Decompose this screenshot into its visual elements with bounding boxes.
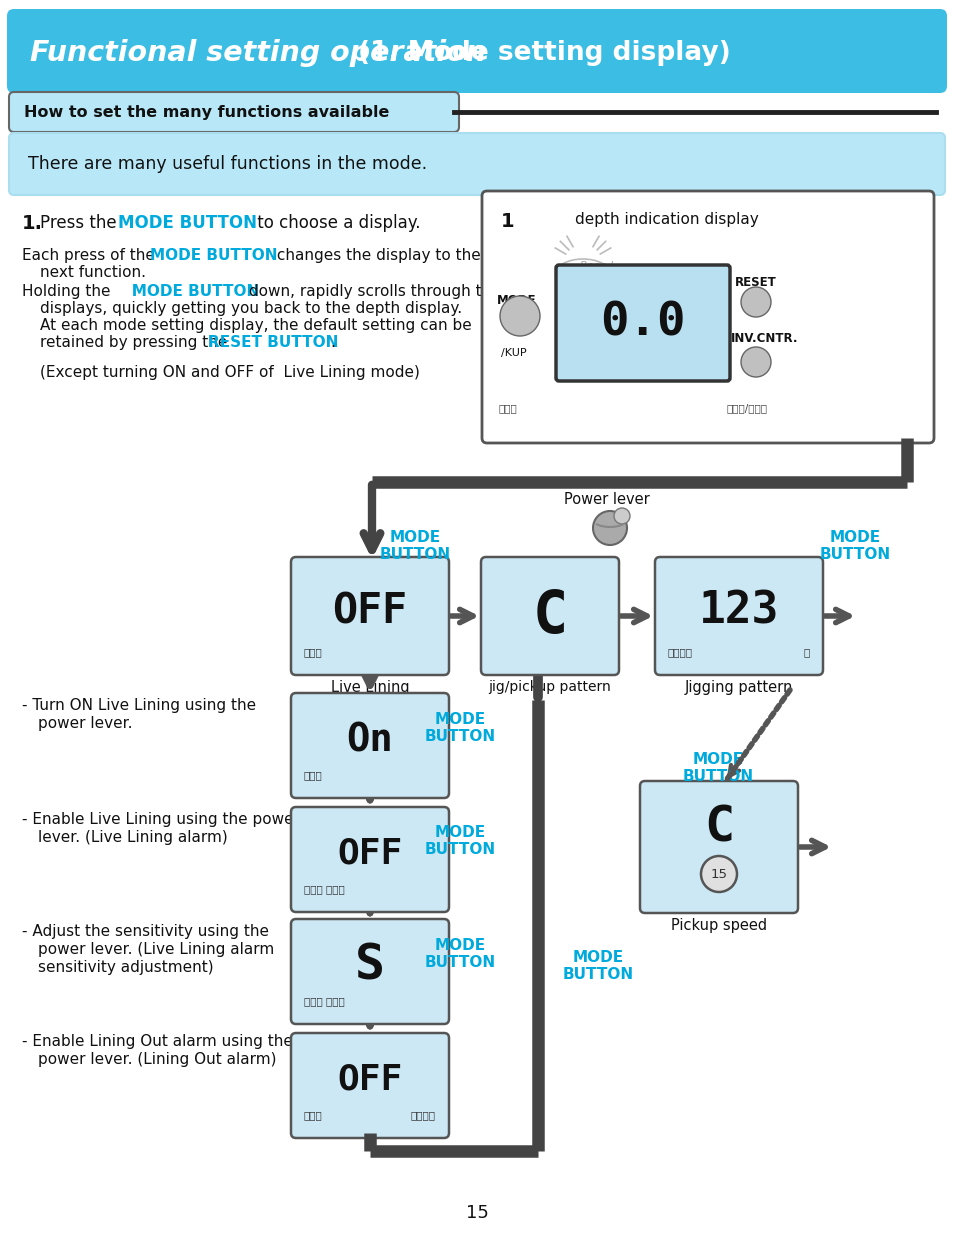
Text: MODE BUTTON: MODE BUTTON (118, 214, 256, 232)
Text: (Except turning ON and OFF of  Live Lining mode): (Except turning ON and OFF of Live Linin… (40, 366, 419, 380)
Text: フカセ: フカセ (304, 769, 322, 781)
Text: MODE BUTTON: MODE BUTTON (150, 248, 277, 263)
Text: - Enable Lining Out alarm using the: - Enable Lining Out alarm using the (22, 1034, 293, 1049)
Text: MODE: MODE (497, 294, 536, 308)
Text: - Adjust the sensitivity using the: - Adjust the sensitivity using the (22, 924, 269, 939)
Text: INV.CNTR.: INV.CNTR. (730, 332, 798, 345)
Text: シャクリ: シャクリ (667, 647, 692, 657)
FancyBboxPatch shape (655, 557, 822, 676)
Circle shape (614, 508, 629, 524)
Text: Functional setting operation: Functional setting operation (30, 40, 485, 67)
Text: 底から/棚メモ: 底から/棚メモ (726, 403, 767, 412)
Text: フカセ アタリ: フカセ アタリ (304, 995, 344, 1007)
Text: power lever.: power lever. (38, 716, 132, 731)
Text: フカセ: フカセ (304, 647, 322, 657)
Text: クリック: クリック (411, 1110, 436, 1120)
Text: There are many useful functions in the mode.: There are many useful functions in the m… (28, 156, 427, 173)
FancyBboxPatch shape (7, 9, 946, 93)
Text: jig/pickup pattern: jig/pickup pattern (488, 680, 611, 694)
Text: MODE
BUTTON: MODE BUTTON (424, 825, 495, 857)
Text: MODE BUTTON: MODE BUTTON (116, 284, 259, 299)
Text: retained by pressing the: retained by pressing the (40, 335, 232, 350)
Text: MODE
BUTTON: MODE BUTTON (819, 530, 890, 562)
Text: 15: 15 (465, 1204, 488, 1221)
Text: MODE
BUTTON: MODE BUTTON (379, 530, 450, 562)
FancyBboxPatch shape (9, 133, 944, 195)
Text: Press the: Press the (40, 214, 122, 232)
Text: OFF: OFF (337, 837, 402, 871)
Text: フカセ アタリ: フカセ アタリ (304, 884, 344, 894)
Text: 1: 1 (500, 212, 514, 231)
Circle shape (740, 347, 770, 377)
Text: C: C (703, 804, 733, 852)
Text: S: S (355, 942, 385, 990)
Text: 段: 段 (803, 647, 809, 657)
Text: フカセ: フカセ (304, 1110, 322, 1120)
Text: 15: 15 (710, 867, 727, 881)
Text: Pickup speed: Pickup speed (670, 918, 766, 932)
Text: Jigging pattern: Jigging pattern (684, 680, 792, 695)
Text: depth indication display: depth indication display (575, 212, 758, 227)
Text: - Turn ON Live Lining using the: - Turn ON Live Lining using the (22, 698, 255, 713)
Text: MODE
BUTTON: MODE BUTTON (424, 939, 495, 971)
Text: Power lever: Power lever (563, 492, 649, 508)
FancyBboxPatch shape (480, 557, 618, 676)
FancyBboxPatch shape (291, 919, 449, 1024)
Text: MODE
BUTTON: MODE BUTTON (424, 713, 495, 745)
Text: displays, quickly getting you back to the depth display.: displays, quickly getting you back to th… (40, 301, 461, 316)
Text: lever. (Live Lining alarm): lever. (Live Lining alarm) (38, 830, 228, 845)
Circle shape (593, 511, 626, 545)
Text: .: . (330, 335, 335, 350)
Text: changes the display to the: changes the display to the (272, 248, 480, 263)
Circle shape (740, 287, 770, 317)
Text: - Beep ! -: - Beep ! - (573, 261, 620, 270)
Text: How to set the many functions available: How to set the many functions available (24, 105, 389, 120)
Text: C: C (532, 588, 567, 645)
Text: OFF: OFF (333, 590, 407, 632)
Circle shape (499, 296, 539, 336)
FancyBboxPatch shape (291, 557, 449, 676)
Text: On: On (346, 721, 393, 760)
Text: next function.: next function. (40, 266, 146, 280)
Text: MODE
BUTTON: MODE BUTTON (681, 752, 753, 784)
Text: RESET: RESET (734, 275, 776, 289)
FancyBboxPatch shape (291, 806, 449, 911)
Text: 1.: 1. (22, 214, 43, 233)
FancyBboxPatch shape (291, 693, 449, 798)
Text: RESET BUTTON: RESET BUTTON (208, 335, 338, 350)
Text: sensitivity adjustment): sensitivity adjustment) (38, 960, 213, 974)
FancyBboxPatch shape (639, 781, 797, 913)
Text: (1. Mode setting display): (1. Mode setting display) (357, 40, 730, 65)
Text: /KUP: /KUP (500, 348, 526, 358)
Text: power lever. (Lining Out alarm): power lever. (Lining Out alarm) (38, 1052, 276, 1067)
Text: Holding the: Holding the (22, 284, 115, 299)
FancyBboxPatch shape (9, 91, 458, 132)
Text: to choose a display.: to choose a display. (252, 214, 420, 232)
Text: 0.0: 0.0 (599, 300, 685, 346)
FancyBboxPatch shape (556, 266, 729, 382)
Circle shape (700, 856, 737, 892)
FancyBboxPatch shape (291, 1032, 449, 1137)
Text: MODE
BUTTON: MODE BUTTON (562, 950, 633, 982)
Text: - Enable Live Lining using the power: - Enable Live Lining using the power (22, 811, 299, 827)
Text: 123: 123 (699, 589, 779, 632)
Text: ブカセ: ブカセ (498, 403, 517, 412)
Text: Live Lining: Live Lining (331, 680, 409, 695)
Text: Each press of the: Each press of the (22, 248, 159, 263)
Text: At each mode setting display, the default setting can be: At each mode setting display, the defaul… (40, 317, 471, 333)
Text: power lever. (Live Lining alarm: power lever. (Live Lining alarm (38, 942, 274, 957)
Text: OFF: OFF (337, 1063, 402, 1097)
Text: down, rapidly scrolls through the: down, rapidly scrolls through the (244, 284, 500, 299)
FancyBboxPatch shape (481, 191, 933, 443)
